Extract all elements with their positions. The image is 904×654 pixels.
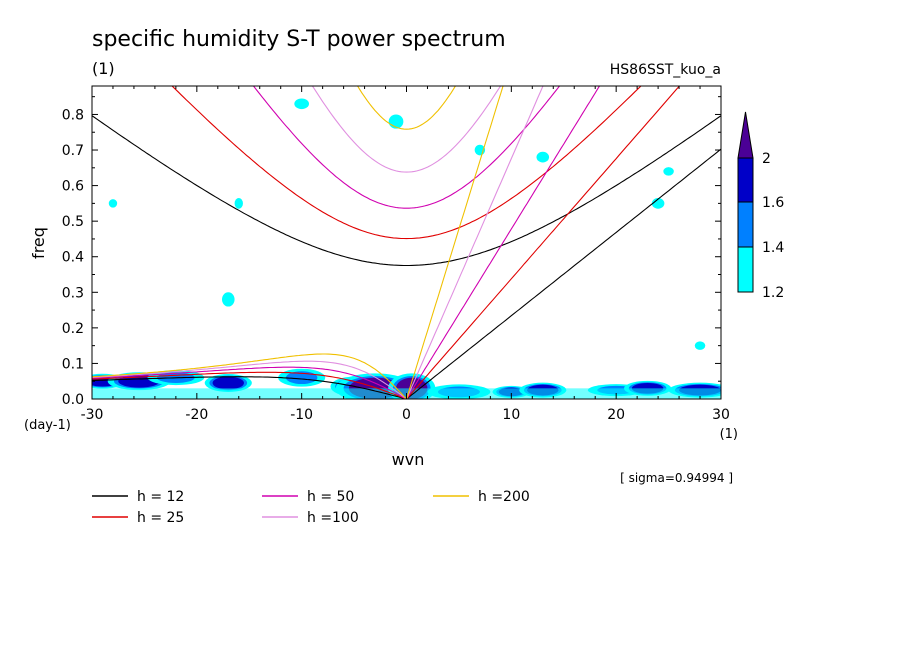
rossby-curve: [92, 360, 407, 399]
chart-subtitle-right: HS86SST_kuo_a: [610, 62, 721, 78]
inertia-gravity-curve: [311, 86, 502, 173]
x-tick-label: 10: [502, 407, 520, 423]
legend-label: h =100: [307, 510, 359, 526]
y-tick-labels: 0.0 0.1 0.2 0.3 0.4 0.5 0.6 0.7 0.8: [62, 107, 84, 408]
kelvin-curve: [406, 148, 721, 399]
colorbar-swatch: [737, 246, 754, 293]
y-tick-label: 0.7: [62, 143, 84, 159]
colorbar-label: 1.2: [762, 285, 784, 301]
contour-blob: [536, 151, 550, 163]
x-tick-labels: -30 -20 -10 0 10 20 30: [81, 407, 730, 423]
y-tick-label: 0.5: [62, 214, 84, 230]
rossby-curve: [92, 376, 407, 399]
legend-label: h = 12: [137, 489, 184, 505]
inertia-gravity-curve: [92, 115, 721, 267]
spectrum-contour-fill: [92, 98, 721, 399]
y-axis-label: freq: [29, 227, 48, 259]
kelvin-curve: [406, 86, 601, 399]
y-axis-unit: (day-1): [24, 418, 71, 433]
colorbar: 1.2 1.4 1.6 2: [737, 111, 784, 301]
colorbar-label: 2: [762, 151, 771, 167]
colorbar-swatch: [737, 157, 754, 203]
rossby-curve: [92, 353, 407, 399]
y-tick-label: 0.2: [62, 321, 84, 337]
legend-label: h = 25: [137, 510, 184, 526]
colorbar-label: 1.6: [762, 195, 784, 211]
x-axis-label: wvn: [392, 450, 425, 469]
contour-blob: [651, 198, 665, 209]
y-tick-label: 0.1: [62, 356, 84, 372]
colorbar-label: 1.4: [762, 240, 784, 256]
legend-label: h =200: [478, 489, 530, 505]
inertia-gravity-curve: [171, 86, 642, 240]
colorbar-swatch: [737, 201, 754, 248]
contour-blob: [108, 199, 118, 208]
x-tick-label: -30: [81, 407, 104, 423]
plot-border: [91, 85, 722, 400]
chart-subtitle-left: (1): [92, 59, 115, 78]
chart-title: specific humidity S-T power spectrum: [92, 27, 506, 52]
contour-blob: [663, 167, 674, 176]
x-tick-label: 30: [712, 407, 730, 423]
x-tick-label: 0: [402, 407, 411, 423]
kelvin-curve: [405, 86, 544, 399]
y-tick-label: 0.6: [62, 179, 84, 195]
legend-label: h = 50: [307, 489, 354, 505]
y-tick-label: 0.8: [62, 107, 84, 123]
legend: h = 12 h = 25 h = 50 h =100 h =200: [92, 489, 530, 526]
colorbar-triangle: [737, 111, 754, 159]
kelvin-curve: [405, 86, 504, 399]
contour-blob: [234, 198, 243, 209]
x-tick-label: -10: [290, 407, 313, 423]
rossby-curve: [92, 371, 407, 399]
y-tick-label: 0.3: [62, 285, 84, 301]
contour-blob: [294, 98, 310, 110]
sigma-note: [ sigma=0.94994 ]: [620, 471, 733, 485]
x-axis-unit: (1): [720, 427, 738, 442]
x-tick-label: 20: [607, 407, 625, 423]
dispersion-curves: [92, 86, 721, 399]
x-tick-label: -20: [185, 407, 208, 423]
y-tick-label: 0.0: [62, 392, 84, 408]
plot-frame: [91, 85, 722, 400]
contour-blob: [221, 292, 235, 307]
inertia-gravity-curve: [356, 86, 457, 130]
contour-blob: [212, 376, 245, 390]
rossby-curve: [92, 366, 407, 399]
y-tick-label: 0.4: [62, 250, 84, 266]
inertia-gravity-curve: [252, 86, 561, 209]
kelvin-curve: [406, 86, 681, 399]
contour-blob: [694, 341, 706, 350]
